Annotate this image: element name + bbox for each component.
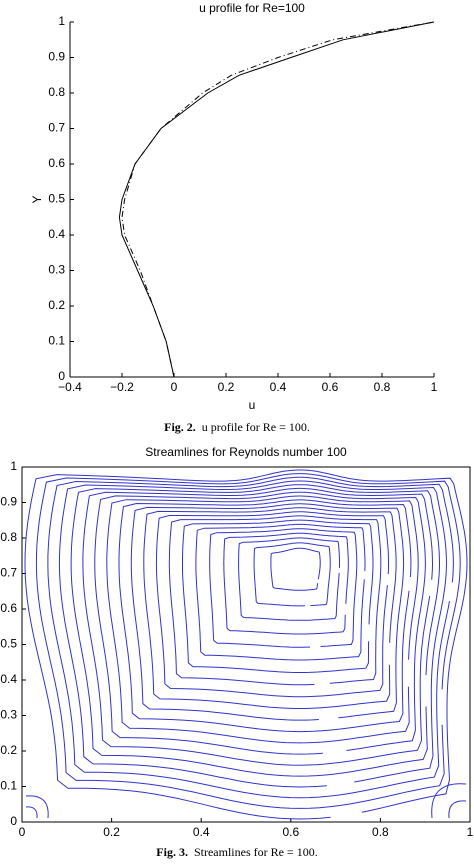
streamline <box>168 515 382 686</box>
y-tick-label: 0.7 <box>0 566 17 580</box>
y-tick-label: 0.5 <box>0 637 17 651</box>
caption-label: Fig. 2. <box>164 420 196 434</box>
x-tick-label: 0 <box>171 380 178 394</box>
y-tick-label: 0.2 <box>0 743 17 757</box>
x-tick-label: 0.2 <box>218 380 235 394</box>
y-tick-label: 0 <box>58 369 65 383</box>
corner-eddy <box>25 806 38 819</box>
streamline <box>130 503 405 721</box>
line-series <box>121 21 435 378</box>
caption: Fig. 2. u profile for Re = 100. <box>164 420 310 434</box>
y-tick-label: 0.2 <box>48 298 65 312</box>
x-tick-label: 1 <box>431 380 438 394</box>
line-series <box>118 21 435 378</box>
chart-title: u profile for Re=100 <box>199 1 305 15</box>
y-tick-label: 0.9 <box>0 495 17 509</box>
x-axis-label: u <box>249 398 256 412</box>
x-tick-label: 0.4 <box>193 825 210 839</box>
streamline <box>195 523 366 661</box>
streamline <box>58 480 448 788</box>
y-tick-label: 0.1 <box>48 334 65 348</box>
chart-title: Streamlines for Reynolds number 100 <box>145 445 347 459</box>
streamline <box>143 507 397 709</box>
streamline <box>82 487 434 766</box>
streamline <box>155 511 389 698</box>
corner-eddy <box>448 800 467 819</box>
streamline <box>118 499 412 733</box>
x-tick-label: −0.4 <box>58 380 82 394</box>
x-tick-label: 0.2 <box>103 825 120 839</box>
streamline <box>270 547 321 591</box>
streamline <box>24 469 468 820</box>
corner-eddy <box>25 795 49 819</box>
streamline <box>182 519 374 673</box>
streamline <box>35 473 461 809</box>
x-tick-label: 0.8 <box>372 825 389 839</box>
streamline <box>106 495 419 744</box>
y-tick-label: 0.3 <box>48 263 65 277</box>
y-tick-label: 0.1 <box>0 779 17 793</box>
streamline <box>223 532 349 635</box>
x-tick-label: −0.2 <box>110 380 134 394</box>
y-tick-label: 0.6 <box>0 601 17 615</box>
y-tick-label: 0.7 <box>48 121 65 135</box>
x-tick-label: 0.8 <box>374 380 391 394</box>
x-tick-label: 0.6 <box>322 380 339 394</box>
caption-text: u profile for Re = 100. <box>202 420 310 434</box>
y-tick-label: 1 <box>58 14 65 28</box>
y-tick-label: 0.8 <box>0 530 17 544</box>
y-tick-label: 1 <box>10 459 17 473</box>
y-tick-label: 0.3 <box>0 708 17 722</box>
streamline <box>238 537 340 621</box>
streamline <box>209 528 358 648</box>
x-tick-label: 0 <box>19 825 26 839</box>
y-tick-label: 0.5 <box>48 192 65 206</box>
streamline <box>94 491 426 755</box>
caption-label: Fig. 3. <box>156 845 188 859</box>
streamline <box>70 484 441 777</box>
y-tick-label: 0.6 <box>48 156 65 170</box>
y-tick-label: 0.4 <box>0 672 17 686</box>
y-tick-label: 0.8 <box>48 85 65 99</box>
caption-text: Streamlines for Re = 100. <box>194 845 318 859</box>
corner-eddy <box>431 783 467 819</box>
streamline <box>253 542 331 607</box>
streamline <box>47 476 454 799</box>
y-tick-label: 0.9 <box>48 50 65 64</box>
y-tick-label: 0.4 <box>48 227 65 241</box>
caption: Fig. 3. Streamlines for Re = 100. <box>156 845 317 859</box>
y-axis-label: Y <box>30 195 44 203</box>
y-tick-label: 0 <box>10 814 17 828</box>
x-tick-label: 0.6 <box>282 825 299 839</box>
x-tick-label: 0.4 <box>270 380 287 394</box>
x-tick-label: 1 <box>467 825 474 839</box>
